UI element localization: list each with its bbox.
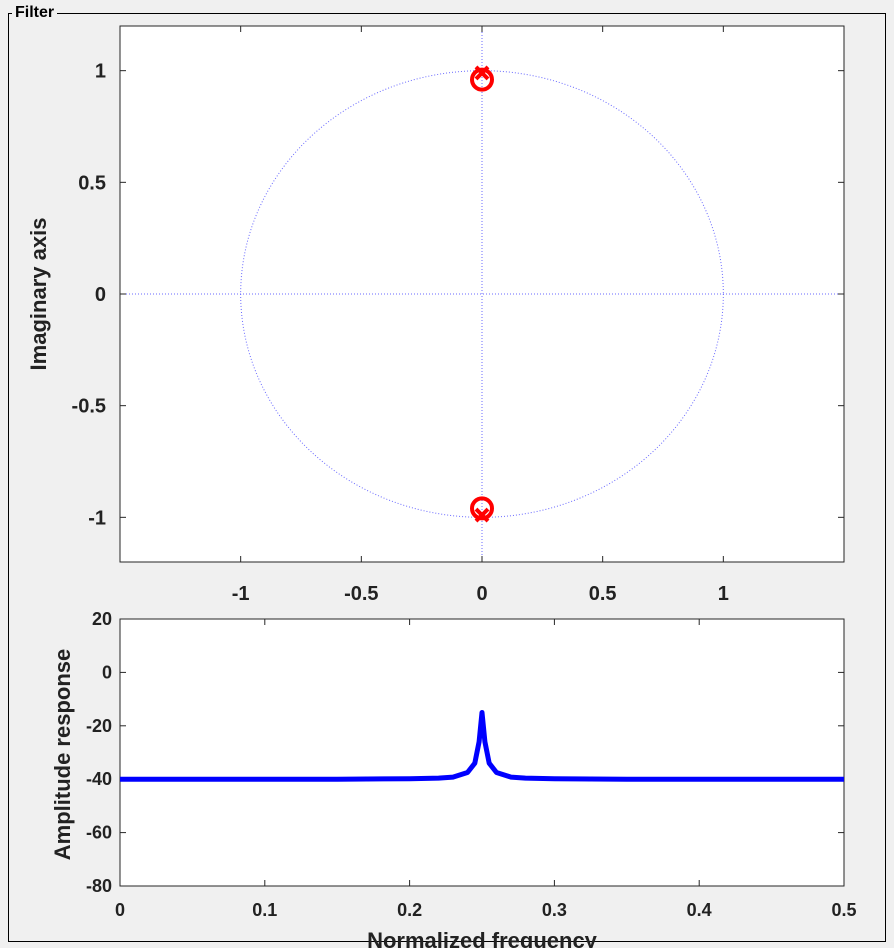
y-tick-label: 0 (95, 284, 106, 306)
pole-marker (474, 65, 490, 81)
amplitude-response-plot: 0 0.1 0.2 0.3 0.4 0.5 20 0 -20 -40 -60 -80 Amplitud… (50, 609, 857, 948)
pole-marker-stroke (474, 507, 490, 523)
y-tick-label: -1 (88, 507, 106, 529)
amplitude-x-label: Normalized frequency (367, 928, 598, 948)
panel-title: Filter (12, 4, 58, 22)
amplitude-ticks: 0 0.1 0.2 0.3 0.4 0.5 20 0 -20 -40 -60 -80 (86, 609, 857, 920)
pole-zero-ticks: -1 -0.5 0 0.5 1 1 0.5 0 -0.5 -1 (72, 26, 844, 605)
y-tick-label: -20 (86, 716, 112, 736)
zero-marker (470, 496, 494, 521)
zero-marker (470, 67, 494, 92)
pole-marker (474, 507, 490, 523)
y-tick-label: -40 (86, 769, 112, 789)
amplitude-response-line (120, 710, 844, 782)
filter-panel-frame (8, 13, 886, 942)
x-tick-label: 0.1 (252, 900, 277, 920)
x-tick-label: 0.5 (589, 583, 617, 605)
y-tick-label: 1 (95, 61, 106, 83)
unit-circle (120, 26, 844, 562)
y-tick-label: 0.5 (78, 172, 106, 194)
pole-zero-markers (470, 65, 494, 523)
pole-marker-stroke (474, 65, 490, 81)
x-tick-label: -0.5 (344, 583, 378, 605)
y-tick-label: -60 (86, 823, 112, 843)
x-tick-label: 0.4 (687, 900, 712, 920)
x-tick-label: 0 (476, 583, 487, 605)
pole-zero-plot: -1 -0.5 0 0.5 1 1 0.5 0 -0.5 -1 Imaginary axis (26, 25, 845, 605)
amplitude-y-label: Amplitude response (50, 649, 75, 860)
x-tick-label: 0.5 (831, 900, 856, 920)
x-tick-label: 1 (718, 583, 729, 605)
x-tick-label: 0.3 (542, 900, 567, 920)
x-tick-label: -1 (232, 583, 250, 605)
x-tick-label: 0 (115, 900, 125, 920)
y-tick-label: -80 (86, 876, 112, 896)
pole-zero-y-label: Imaginary axis (26, 218, 51, 371)
amplitude-axes-box (119, 618, 845, 887)
y-tick-label: -0.5 (72, 396, 106, 418)
y-tick-label: 20 (92, 609, 112, 629)
y-tick-label: 0 (102, 662, 112, 682)
x-tick-label: 0.2 (397, 900, 422, 920)
